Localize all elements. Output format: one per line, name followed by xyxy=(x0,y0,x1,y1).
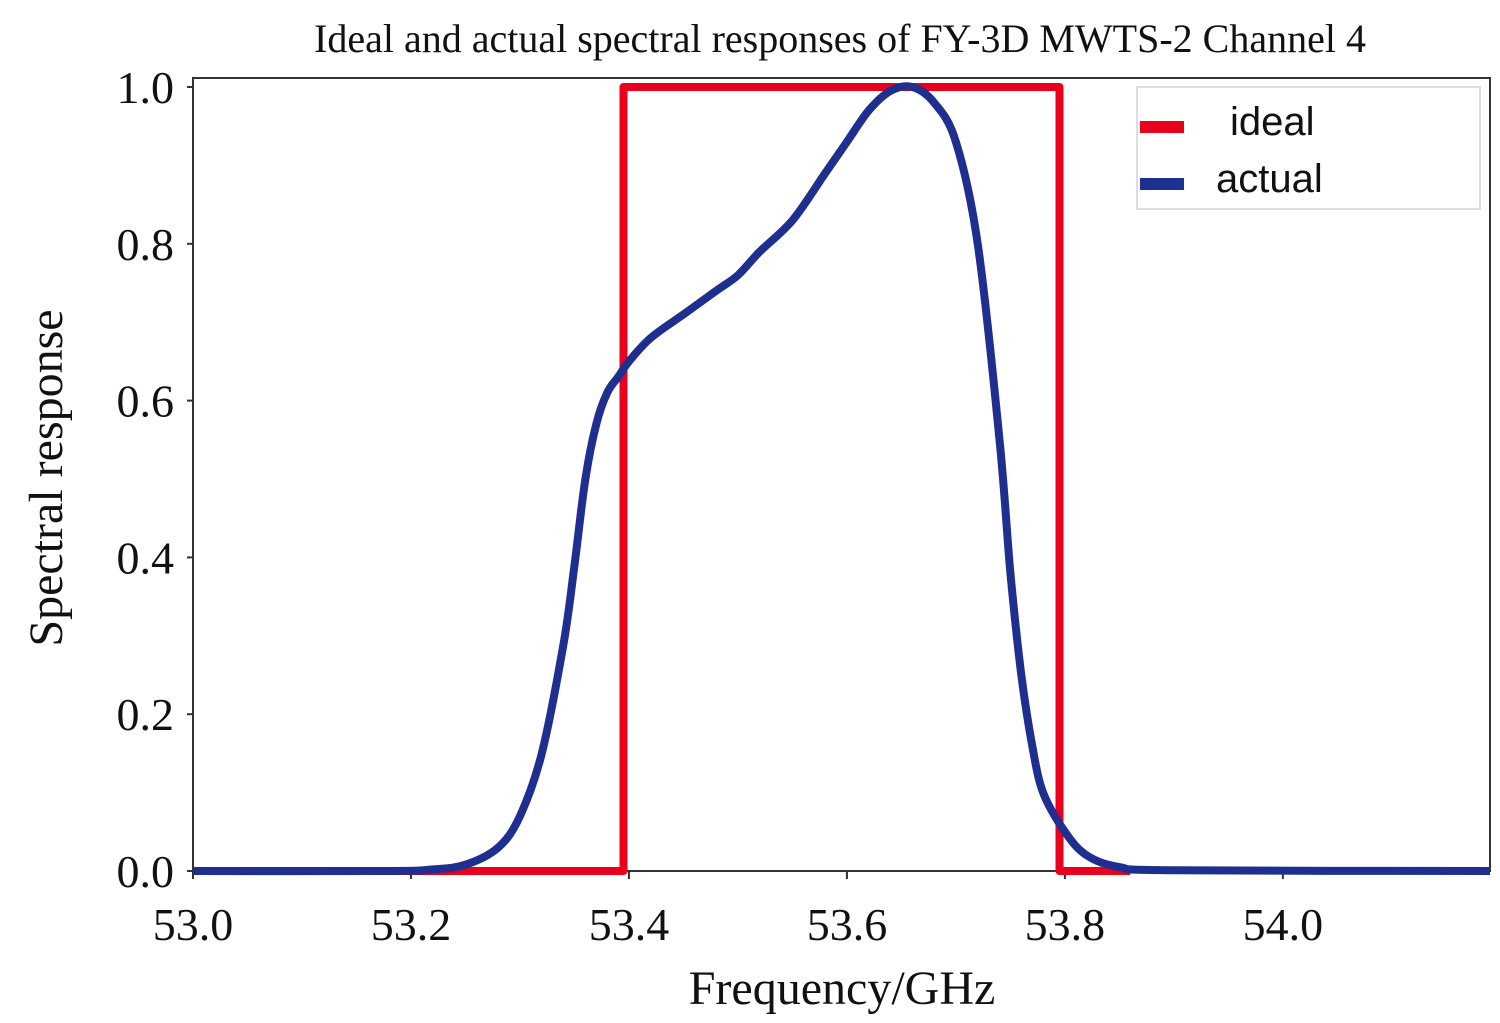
x-tick-label: 53.6 xyxy=(807,899,888,950)
y-tick-label: 1.0 xyxy=(117,62,175,113)
chart-title: Ideal and actual spectral responses of F… xyxy=(314,16,1366,61)
y-axis-ticks: 0.0 0.2 0.4 0.6 0.8 1.0 xyxy=(117,62,193,897)
x-tick-label: 53.4 xyxy=(589,899,670,950)
y-tick-label: 0.6 xyxy=(117,376,175,427)
series-line-actual xyxy=(192,82,1491,876)
x-axis-ticks: 53.0 53.2 53.4 53.6 53.8 54.0 xyxy=(153,871,1323,950)
x-tick-label: 54.0 xyxy=(1243,899,1324,950)
legend-label-ideal: ideal xyxy=(1230,100,1315,144)
x-tick-label: 53.8 xyxy=(1025,899,1106,950)
y-tick-label: 0.8 xyxy=(117,219,175,270)
x-tick-label: 53.2 xyxy=(371,899,452,950)
plot-frame xyxy=(192,77,1491,872)
y-tick-label: 0.4 xyxy=(117,532,175,583)
y-tick-label: 0.2 xyxy=(117,689,175,740)
x-tick-label: 53.0 xyxy=(153,899,234,950)
legend: ideal actual xyxy=(1136,86,1481,210)
legend-label-actual: actual xyxy=(1216,157,1323,201)
y-tick-label: 0.0 xyxy=(117,846,175,897)
x-axis-label: Frequency/GHz xyxy=(689,962,996,1015)
series-line-ideal xyxy=(193,83,1131,875)
legend-box xyxy=(1136,86,1481,210)
y-axis-label: Spectral response xyxy=(20,309,73,646)
series-layer xyxy=(192,82,1491,876)
